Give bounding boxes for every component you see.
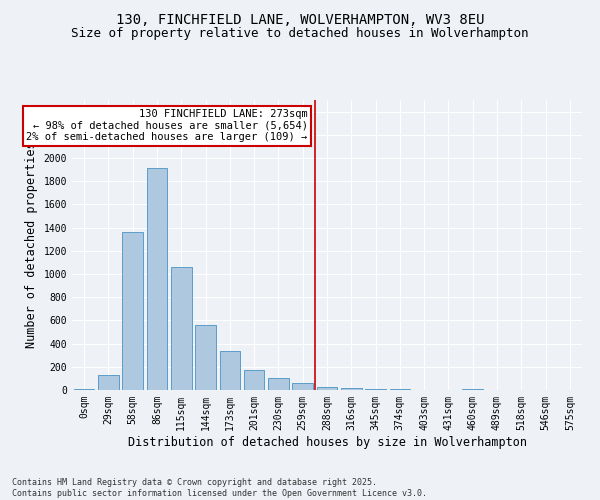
Bar [341,388,362,390]
Bar [292,383,313,390]
Bar [317,386,337,390]
Y-axis label: Number of detached properties: Number of detached properties [25,142,38,348]
Bar [220,350,240,390]
Bar [195,325,216,390]
X-axis label: Distribution of detached houses by size in Wolverhampton: Distribution of detached houses by size … [128,436,527,448]
Bar [122,232,143,390]
Text: Size of property relative to detached houses in Wolverhampton: Size of property relative to detached ho… [71,28,529,40]
Bar [244,370,265,390]
Text: Contains HM Land Registry data © Crown copyright and database right 2025.
Contai: Contains HM Land Registry data © Crown c… [12,478,427,498]
Bar [98,375,119,390]
Bar [365,389,386,390]
Bar [171,267,191,390]
Text: 130 FINCHFIELD LANE: 273sqm
← 98% of detached houses are smaller (5,654)
2% of s: 130 FINCHFIELD LANE: 273sqm ← 98% of det… [26,110,308,142]
Bar [463,389,483,390]
Bar [146,168,167,390]
Text: 130, FINCHFIELD LANE, WOLVERHAMPTON, WV3 8EU: 130, FINCHFIELD LANE, WOLVERHAMPTON, WV3… [116,12,484,26]
Bar [268,378,289,390]
